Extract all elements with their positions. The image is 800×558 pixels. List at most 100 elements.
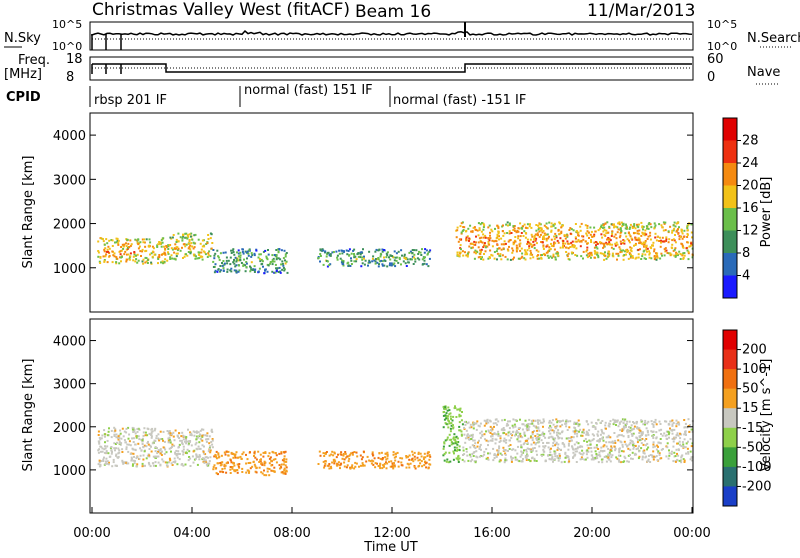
echo-cell (251, 254, 254, 257)
echo-cell (587, 434, 590, 437)
echo-cell (453, 442, 456, 445)
echo-cell (455, 435, 458, 438)
echo-cell (458, 445, 461, 448)
echo-cell (661, 448, 664, 450)
echo-cell (525, 427, 528, 430)
echo-cell (136, 253, 139, 256)
echo-cell (277, 257, 280, 260)
echo-cell (136, 456, 139, 458)
echo-cell (610, 441, 613, 444)
echo-cell (217, 462, 220, 465)
freq-trace (91, 63, 692, 74)
echo-cell (482, 226, 485, 228)
echo-cell (536, 439, 539, 441)
echo-cell (119, 443, 122, 446)
colorbar-tick-label: 24 (742, 156, 759, 171)
echo-cell (607, 231, 610, 234)
echo-cell (151, 462, 154, 465)
echo-cell (381, 260, 384, 263)
echo-cell (476, 420, 479, 423)
echo-cell (548, 448, 551, 451)
echo-cell (609, 420, 612, 423)
echo-cell (665, 434, 668, 437)
echo-cell (337, 453, 339, 456)
echo-cell (512, 249, 515, 252)
velocity-colorbar-label: Velocity [m s^-1] (759, 359, 774, 472)
nave-tick-high: 60 (707, 52, 724, 67)
echo-cell (236, 251, 238, 254)
echo-cell (547, 441, 550, 444)
echo-cell (455, 236, 458, 239)
echo-cell (574, 430, 576, 433)
echo-cell (642, 443, 645, 446)
nsearch-tick-low: 10^0 (707, 40, 737, 53)
echo-cell (209, 445, 212, 448)
echo-cell (167, 245, 170, 248)
echo-cell (207, 234, 210, 236)
echo-cell (672, 249, 675, 252)
echo-cell (669, 427, 671, 430)
echo-cell (497, 451, 500, 454)
echo-cell (450, 417, 452, 420)
echo-cell (649, 461, 652, 463)
colorbar-tick-label: -100 (742, 460, 772, 475)
echo-cell (167, 441, 170, 444)
echo-cell (174, 461, 177, 464)
echo-cell (150, 432, 153, 435)
echo-cell (343, 461, 346, 464)
echo-cell (624, 457, 627, 460)
echo-cell (663, 222, 666, 225)
echo-cell (177, 450, 180, 453)
echo-cell (620, 420, 623, 423)
echo-cell (468, 435, 471, 438)
echo-cell (400, 464, 403, 467)
echo-cell (556, 421, 559, 424)
echo-cell (449, 460, 452, 463)
echo-cell (271, 254, 274, 257)
echo-cell (246, 250, 249, 253)
echo-cell (542, 230, 545, 232)
echo-cell (139, 241, 142, 244)
echo-cell (159, 438, 162, 441)
echo-cell (568, 258, 571, 261)
echo-cell (336, 258, 339, 261)
echo-cell (168, 457, 171, 460)
echo-cell (424, 248, 427, 251)
freq-tick-high: 18 (66, 52, 83, 67)
echo-cell (411, 251, 414, 254)
echo-cell (135, 239, 138, 242)
echo-cell (209, 449, 212, 452)
echo-cell (491, 433, 494, 436)
echo-cell (339, 467, 341, 470)
echo-cell (114, 428, 117, 431)
echo-cell (639, 429, 642, 432)
echo-cell (379, 467, 382, 470)
colorbar-tick-label: 20 (742, 179, 759, 194)
echo-cell (557, 254, 560, 257)
echo-cell (125, 446, 128, 449)
echo-cell (171, 464, 174, 466)
echo-cell (644, 419, 647, 422)
echo-cell (182, 434, 185, 437)
echo-cell (643, 449, 646, 452)
echo-cell (158, 439, 161, 442)
echo-cell (125, 448, 128, 451)
echo-cell (183, 440, 186, 443)
echo-cell (202, 460, 205, 463)
echo-cell (270, 464, 273, 467)
echo-cell (614, 244, 617, 247)
echo-cell (386, 254, 389, 257)
echo-cell (640, 442, 643, 445)
echo-cell (106, 460, 109, 463)
echo-cell (454, 405, 456, 408)
echo-cell (348, 454, 351, 457)
echo-cell (642, 243, 645, 246)
echo-cell (255, 466, 258, 469)
echo-cell (582, 238, 585, 241)
echo-cell (586, 432, 589, 434)
echo-cell (560, 226, 563, 229)
echo-cell (493, 240, 496, 243)
echo-cell (522, 423, 525, 426)
echo-cell (449, 412, 452, 415)
echo-cell (515, 248, 518, 251)
